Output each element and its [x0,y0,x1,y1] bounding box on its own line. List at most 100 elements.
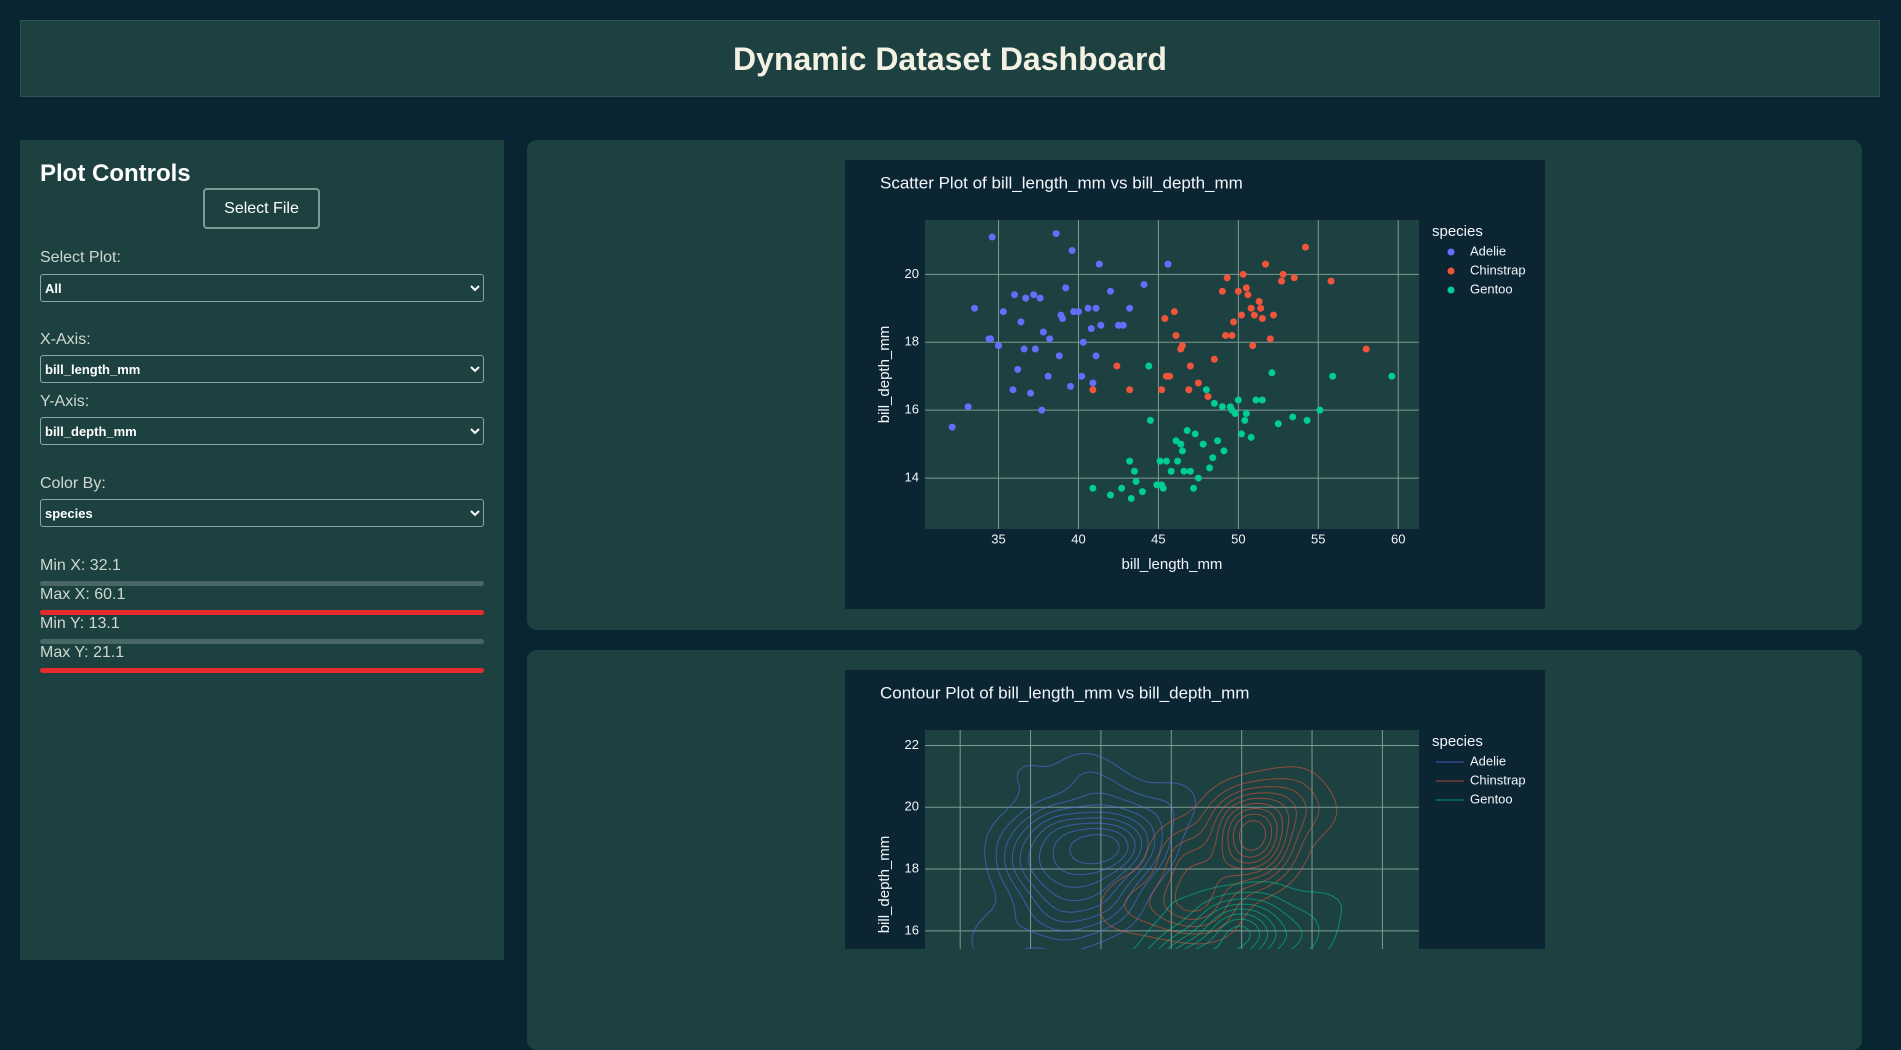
scatter-point [1170,308,1178,316]
scatter-point [1095,260,1103,268]
scatter-point [1290,274,1298,282]
scatter-point [1039,328,1047,336]
scatter-point [1017,318,1025,326]
scatter-point [1178,342,1186,350]
legend-title: species [1432,733,1483,750]
plot-area [925,730,1419,949]
scatter-point [1087,325,1095,333]
scatter-point [1202,386,1210,394]
contour-line [1011,804,1156,923]
scatter-point [1180,467,1188,475]
scatter-point [1027,389,1035,397]
legend-title: species [1432,223,1483,240]
scatter-point [1388,372,1396,380]
field-label: Color By: [40,475,106,492]
scatter-point [1186,467,1194,475]
legend-label: Chinstrap [1470,772,1526,787]
slider[interactable] [40,610,484,615]
select-file-button[interactable]: Select File [203,188,320,229]
x-tick-label: 45 [1151,531,1165,546]
scatter-point [1210,399,1218,407]
scatter-point [1044,372,1052,380]
contour-line [1232,813,1273,858]
scatter-point [1079,338,1087,346]
scatter-point [1126,457,1134,465]
scatter-point [1301,243,1309,251]
scatter-point [1106,491,1114,499]
scatter-point [1223,274,1231,282]
scatter-point [1167,467,1175,475]
scatter-point [1036,294,1044,302]
scatter-point [1174,457,1182,465]
header-title: Dynamic Dataset Dashboard [733,41,1167,77]
x-tick-label: 60 [1391,531,1405,546]
scatter-point [1327,277,1335,285]
scatter-point [1238,311,1246,319]
scatter-point [1074,308,1082,316]
scatter-point [1268,369,1276,377]
contour-line [1163,792,1297,920]
scatter-point [971,304,979,312]
scatter-point [1270,311,1278,319]
slider-label: Max Y: 21.1 [40,644,125,661]
scatter-point [1097,321,1105,329]
page: Dynamic Dataset Dashboard Plot Controls … [20,20,1880,1050]
slider[interactable] [40,639,484,644]
scatter-point [1106,287,1114,295]
contour-line [1004,792,1163,932]
scatter-point [1092,352,1100,360]
header: Dynamic Dataset Dashboard [20,20,1880,97]
scatter-point [1183,427,1191,435]
scatter-point [1242,284,1250,292]
scatter-point [1132,477,1140,485]
scatter-point [1255,297,1263,305]
y-tick-label: 22 [905,737,919,752]
y-tick-label: 20 [905,799,919,814]
contour-line [1221,802,1283,870]
scatter-point [1127,494,1135,502]
y-tick-label: 20 [905,266,919,281]
scatter-point [1011,291,1019,299]
slider-label: Max X: 60.1 [40,586,126,603]
scatter-point [1258,396,1266,404]
color-select[interactable]: species [40,499,484,527]
scatter-point [1062,284,1070,292]
contour-line [1157,898,1303,949]
scatter-point [1185,386,1193,394]
scatter-point [1066,382,1074,390]
scatter-point [1089,379,1097,387]
x-tick-label: 40 [1071,531,1085,546]
scatter-point [1114,321,1122,329]
scatter-point [1247,304,1255,312]
scatter-point [987,335,995,343]
scatter-point [1266,335,1274,343]
x-tick-label: 55 [1311,531,1325,546]
contour-line [1019,811,1149,913]
scatter-point [1119,321,1127,329]
legend-label: Adelie [1470,753,1506,768]
slider[interactable] [40,581,484,586]
y-tick-label: 18 [905,334,919,349]
y-tick-label: 16 [905,922,919,937]
legend-label: Gentoo [1470,281,1513,296]
scatter-point [1172,331,1180,339]
y-axis-select[interactable]: bill_depth_mm [40,417,484,445]
contour-line [1175,908,1277,949]
slider[interactable] [40,668,484,673]
scatter-point [1068,247,1076,255]
scatter-point [1234,287,1242,295]
scatter-point [1089,386,1097,394]
scatter-point [1159,484,1167,492]
contour-line [1166,903,1288,949]
plot-select[interactable]: All [40,274,484,302]
x-axis-select[interactable]: bill_length_mm [40,355,484,383]
scatter-point [1191,430,1199,438]
scatter-point [1020,345,1028,353]
scatter-point [1247,433,1255,441]
scatter-point [1162,457,1170,465]
scatter-point [1177,440,1185,448]
scatter-point [1303,416,1311,424]
contour-line [1212,925,1251,949]
scatter-point [1250,311,1258,319]
scatter-point [1156,457,1164,465]
